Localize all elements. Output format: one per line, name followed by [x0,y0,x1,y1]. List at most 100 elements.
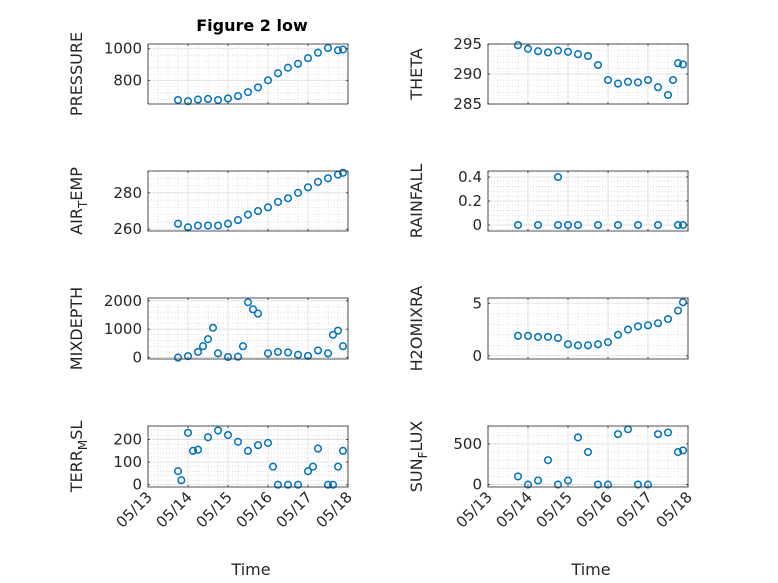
y-tick-label: 0 [132,349,142,367]
y-tick-label: 200 [113,431,142,449]
data-point [643,321,653,330]
data-point [193,445,203,454]
data-point [263,203,273,212]
data-point [623,325,633,334]
data-point [603,75,613,85]
data-point [553,333,563,343]
data-point [303,54,313,63]
data-point [328,480,338,489]
data-point [593,60,603,70]
data-point [293,480,303,489]
x-tick-label: 05/13 [113,488,156,531]
data-point [338,342,348,351]
data-point [663,90,673,100]
axes-box [147,297,349,360]
data-point [338,45,348,54]
data-point [533,220,543,230]
x-tick-label: 05/18 [313,488,356,531]
data-point [613,79,623,88]
x-tick-label: 05/17 [273,488,316,531]
data-point [678,446,688,455]
data-point [248,305,258,314]
data-point [308,462,318,471]
data-point [243,210,253,219]
data-point [203,335,213,344]
data-point [583,447,593,457]
data-point [253,441,263,450]
data-point [663,428,673,437]
data-point [223,352,233,362]
data-point [263,76,273,85]
y-axis-label: TERRMSL [67,421,90,494]
data-point [513,41,523,50]
data-point [513,472,523,481]
data-point [273,347,283,356]
data-point [623,77,633,86]
data-point [213,426,223,435]
axes-box [147,425,349,488]
y-tick-label: 0.4 [458,168,482,186]
data-point [188,446,198,455]
data-point [553,46,563,55]
data-point [173,219,183,228]
data-point [573,220,583,230]
data-point [593,340,603,349]
data-point [563,47,573,56]
x-axis-label: Time [230,560,270,579]
data-point [293,59,303,68]
data-point [253,309,263,318]
data-point [523,480,533,489]
data-point [543,332,553,341]
data-point [583,51,593,61]
y-tick-label: 0 [472,216,482,234]
y-tick-label: 295 [453,35,482,53]
y-axis-label: PRESSURE [67,32,86,116]
data-point [593,480,603,489]
y-tick-label: 0.2 [458,192,482,210]
data-point [253,83,263,92]
data-point [203,433,213,442]
data-point [273,197,283,206]
data-point [173,96,183,105]
data-point [333,46,343,55]
data-point [323,174,333,183]
data-point [643,75,653,85]
data-point [183,352,193,361]
x-tick-label: 05/14 [493,488,536,531]
data-point [208,323,218,332]
data-point [668,75,678,85]
y-tick-label: 800 [113,71,142,89]
data-point [283,480,293,489]
y-axis-label: RAINFALL [407,164,426,239]
data-point [338,446,348,455]
data-point [233,216,243,225]
data-point [293,350,303,359]
data-point [563,476,573,485]
data-point [177,476,186,485]
data-point [553,480,563,489]
subplot-mixdepth: 0 1000 2000 MIXDEPTH [67,287,349,370]
data-point [653,430,663,439]
data-point [183,428,193,437]
axes-box [487,297,689,360]
data-point [173,353,183,362]
y-axis-label: AIRTEMP [67,167,90,235]
subplot-air-temp: 260 280 AIRTEMP [67,167,349,238]
data-point [273,480,283,489]
data-point [213,96,223,105]
y-axis-label: THETA [407,48,426,100]
data-point [633,220,643,230]
data-point [573,341,583,350]
data-point [333,326,343,335]
x-axis-label: Time [570,560,610,579]
data-point [303,467,313,476]
data-point [673,59,683,68]
data-point [313,177,323,186]
data-point [653,319,663,328]
data-point [603,480,613,489]
data-point [193,221,203,230]
y-tick-label: 500 [453,435,482,453]
y-tick-label: 0 [472,347,482,365]
data-point [678,60,688,69]
